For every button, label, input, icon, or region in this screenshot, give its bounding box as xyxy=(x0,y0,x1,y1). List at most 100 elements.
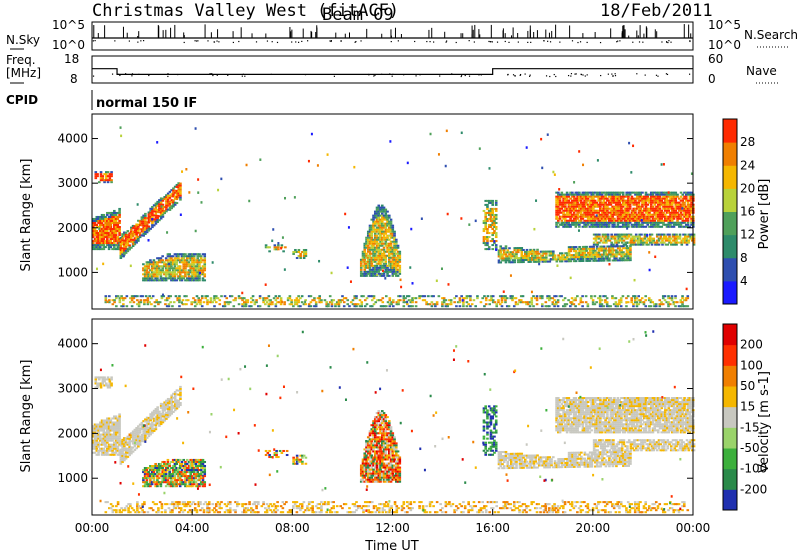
data-cell xyxy=(377,228,381,231)
data-cell xyxy=(523,301,527,304)
data-cell xyxy=(99,238,102,241)
data-cell xyxy=(93,221,97,224)
data-cell xyxy=(562,225,565,228)
data-cell xyxy=(204,297,208,300)
data-cell xyxy=(664,235,668,238)
data-cell xyxy=(111,234,114,237)
data-cell xyxy=(372,274,375,277)
data-cell xyxy=(434,305,437,308)
data-cell xyxy=(632,199,635,202)
data-cell xyxy=(684,223,688,226)
data-cell xyxy=(648,241,652,244)
data-cell xyxy=(604,215,607,218)
data-cell xyxy=(114,417,118,420)
data-cell xyxy=(672,191,676,194)
data-cell xyxy=(258,297,262,300)
data-cell xyxy=(658,217,662,220)
data-cell xyxy=(104,223,107,227)
data-cell xyxy=(373,222,377,225)
data-cell xyxy=(674,213,678,216)
data-cell xyxy=(366,254,370,257)
data-cell xyxy=(349,280,352,283)
data-cell xyxy=(156,267,159,270)
data-cell xyxy=(613,207,616,210)
data-cell xyxy=(192,261,196,264)
data-cell xyxy=(220,177,223,181)
data-cell xyxy=(562,223,565,226)
data-cell xyxy=(529,256,532,259)
data-cell xyxy=(108,179,112,182)
data-cell xyxy=(602,213,606,216)
data-cell xyxy=(493,215,496,218)
data-cell xyxy=(180,279,184,282)
data-cell xyxy=(635,215,639,218)
data-cell xyxy=(527,256,531,259)
data-cell xyxy=(97,244,100,247)
data-cell xyxy=(581,225,585,228)
data-cell xyxy=(585,259,588,262)
data-cell xyxy=(536,256,539,259)
data-cell xyxy=(389,264,393,267)
data-cell xyxy=(553,258,557,261)
nsky-label: N.Sky xyxy=(6,33,40,47)
data-cell xyxy=(532,260,536,263)
data-cell xyxy=(297,301,300,304)
data-cell xyxy=(677,203,681,206)
data-cell xyxy=(567,223,571,226)
data-cell xyxy=(372,260,375,263)
data-cell xyxy=(643,241,647,244)
data-cell xyxy=(598,241,601,244)
data-cell xyxy=(578,256,581,259)
data-cell xyxy=(491,240,495,243)
data-cell xyxy=(391,274,395,277)
data-cell xyxy=(99,244,102,247)
data-cell xyxy=(409,299,413,302)
data-cell xyxy=(644,209,648,212)
data-cell xyxy=(177,265,180,268)
data-cell xyxy=(632,223,635,226)
data-cell xyxy=(126,230,130,233)
data-cell xyxy=(683,197,686,200)
data-cell xyxy=(149,273,152,276)
data-cell xyxy=(250,297,253,300)
data-cell xyxy=(659,241,663,244)
data-cell xyxy=(373,260,377,263)
data-cell xyxy=(124,243,128,246)
data-cell xyxy=(482,236,486,239)
data-cell xyxy=(373,236,377,239)
data-cell xyxy=(382,254,386,257)
data-cell xyxy=(100,421,104,424)
nsearch-point xyxy=(266,40,269,42)
data-cell xyxy=(515,255,518,258)
data-cell xyxy=(107,219,111,222)
data-cell xyxy=(687,235,691,238)
data-cell xyxy=(593,203,597,206)
data-cell xyxy=(683,215,686,218)
data-cell xyxy=(665,197,669,200)
data-cell xyxy=(384,214,388,217)
nave-point xyxy=(614,75,617,77)
data-cell xyxy=(293,299,297,302)
data-cell xyxy=(623,217,627,220)
nave-point xyxy=(177,73,179,76)
data-cell xyxy=(563,305,567,308)
data-cell xyxy=(567,248,571,251)
data-cell xyxy=(349,301,353,304)
data-cell xyxy=(663,195,667,198)
data-cell xyxy=(523,254,527,257)
data-cell xyxy=(619,299,623,302)
data-cell xyxy=(199,299,202,302)
data-cell xyxy=(686,203,690,206)
data-cell xyxy=(93,423,97,426)
data-cell xyxy=(677,225,681,228)
data-cell xyxy=(194,271,198,274)
data-cell xyxy=(386,274,389,277)
nave-point xyxy=(612,75,614,77)
data-cell xyxy=(387,246,391,249)
data-cell xyxy=(557,197,560,200)
data-cell xyxy=(389,246,393,249)
data-cell xyxy=(665,205,669,208)
data-cell xyxy=(109,447,113,450)
data-cell xyxy=(604,251,608,254)
data-cell xyxy=(119,252,123,256)
